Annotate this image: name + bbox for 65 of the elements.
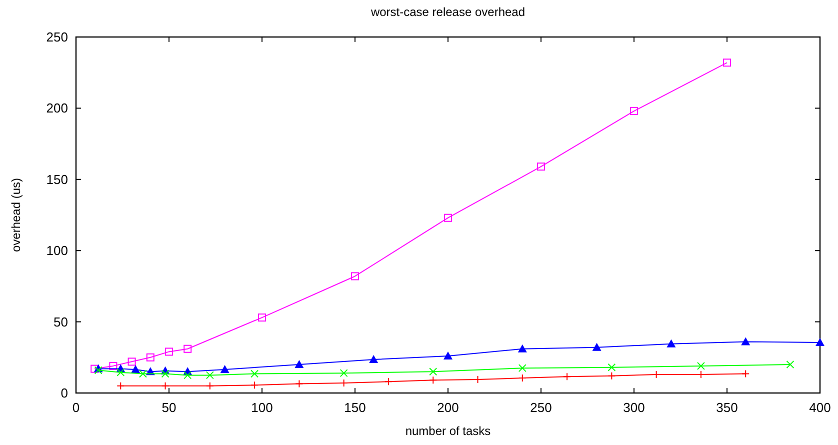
point	[109, 362, 118, 370]
point	[161, 370, 170, 378]
y-tick-label: 250	[46, 30, 68, 44]
point	[384, 378, 392, 386]
x-tick-label: 0	[72, 400, 80, 415]
point	[116, 382, 125, 390]
point	[258, 314, 266, 322]
x-axis-title: number of tasks	[405, 424, 491, 438]
point	[116, 368, 125, 376]
point	[444, 351, 452, 360]
y-tick-label: 100	[46, 243, 68, 258]
point	[146, 353, 154, 362]
x-tick-label: 150	[344, 400, 366, 415]
point	[741, 337, 750, 346]
point	[816, 338, 824, 346]
point	[429, 368, 438, 376]
point	[723, 58, 731, 67]
point	[696, 362, 705, 370]
point	[518, 344, 527, 352]
y-tick-label: 50	[54, 314, 68, 330]
point	[608, 363, 616, 372]
point	[206, 382, 214, 390]
point	[786, 360, 794, 369]
chart-title: worst-case release overhead	[370, 5, 526, 19]
x-tick-label: 50	[162, 400, 176, 415]
point	[131, 365, 140, 374]
point	[206, 371, 214, 380]
point	[250, 370, 259, 378]
point	[518, 364, 526, 372]
point	[340, 379, 348, 388]
point	[294, 360, 304, 368]
x-tick-label: 350	[716, 400, 738, 415]
x-tick-label: 250	[530, 400, 552, 415]
point	[608, 372, 616, 380]
point	[340, 369, 348, 378]
point	[128, 358, 136, 366]
x-tick-label: 200	[437, 400, 459, 415]
y-tick-label: 0	[60, 386, 68, 400]
x-tick-label: 300	[623, 400, 645, 415]
x-tick-label: 100	[251, 400, 273, 415]
point	[161, 382, 170, 390]
point	[369, 355, 378, 364]
y-axis-title: overhead (us)	[9, 178, 23, 252]
point	[250, 381, 259, 390]
point	[537, 162, 545, 171]
point	[563, 372, 572, 381]
point	[184, 344, 192, 353]
point	[138, 370, 147, 378]
point	[518, 374, 526, 382]
point	[444, 214, 452, 222]
point	[474, 375, 482, 384]
y-tick-label: 200	[46, 100, 68, 116]
point	[220, 365, 230, 374]
point	[295, 380, 304, 388]
point	[592, 342, 602, 351]
point	[165, 348, 173, 356]
point	[666, 339, 676, 348]
point	[184, 371, 192, 380]
point	[742, 370, 750, 378]
y-tick-label: 150	[46, 172, 68, 187]
point	[351, 272, 359, 280]
point	[630, 107, 638, 116]
x-tick-label: 400	[809, 400, 831, 415]
point	[429, 376, 438, 384]
point	[90, 364, 99, 373]
